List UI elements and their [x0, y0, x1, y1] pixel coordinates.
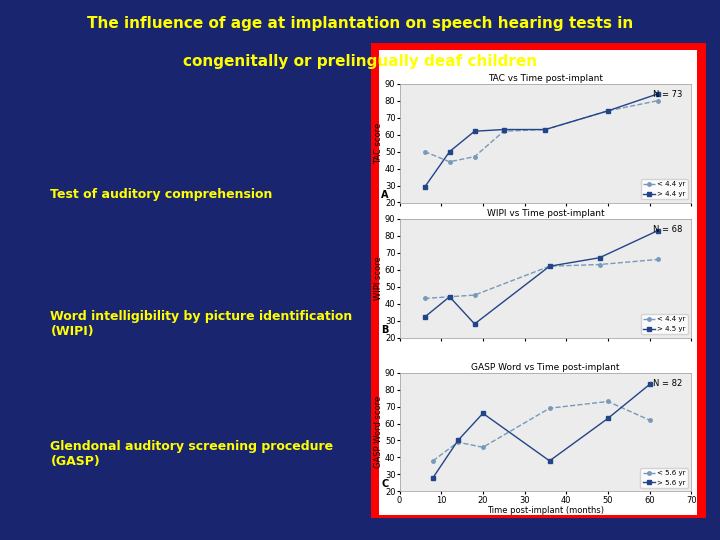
Y-axis label: GASP Word score: GASP Word score	[374, 396, 384, 468]
Legend: < 5.6 yr, > 5.6 yr: < 5.6 yr, > 5.6 yr	[641, 468, 688, 488]
Line: < 4.4 yr: < 4.4 yr	[423, 258, 660, 300]
Text: Word intelligibility by picture identification
(WIPI): Word intelligibility by picture identifi…	[50, 310, 353, 338]
< 4.4 yr	[420, 148, 429, 155]
Text: N = 82: N = 82	[653, 379, 683, 388]
Text: N = 73: N = 73	[653, 90, 683, 99]
Text: B: B	[382, 325, 389, 335]
< 4.4 yr	[595, 261, 604, 268]
> 4.4 yr	[654, 91, 662, 97]
Title: TAC vs Time post-implant: TAC vs Time post-implant	[488, 74, 603, 83]
< 5.6 yr	[454, 439, 462, 446]
> 5.6 yr	[545, 457, 554, 464]
Text: congenitally or prelingually deaf children: congenitally or prelingually deaf childr…	[183, 54, 537, 69]
< 4.4 yr	[500, 128, 508, 134]
< 4.4 yr	[654, 256, 662, 262]
> 5.6 yr	[645, 381, 654, 388]
< 4.4 yr	[541, 126, 550, 133]
Text: Glendonal auditory screening procedure
(GASP): Glendonal auditory screening procedure (…	[50, 440, 333, 468]
> 4.5 yr	[445, 294, 454, 300]
< 5.6 yr	[645, 417, 654, 423]
> 4.5 yr	[545, 263, 554, 269]
Y-axis label: WIPI score: WIPI score	[374, 256, 384, 300]
> 4.5 yr	[654, 227, 662, 234]
Legend: < 4.4 yr, > 4.5 yr: < 4.4 yr, > 4.5 yr	[641, 314, 688, 334]
X-axis label: Time post-implant (months): Time post-implant (months)	[487, 506, 604, 515]
Text: A: A	[382, 190, 389, 200]
< 5.6 yr	[428, 457, 437, 464]
> 4.5 yr	[470, 321, 479, 327]
< 4.4 yr	[654, 97, 662, 104]
< 4.4 yr	[603, 107, 612, 114]
Line: < 4.4 yr: < 4.4 yr	[423, 99, 660, 164]
> 4.4 yr	[445, 148, 454, 155]
Line: > 5.6 yr: > 5.6 yr	[431, 383, 652, 480]
Title: GASP Word vs Time post-implant: GASP Word vs Time post-implant	[471, 363, 620, 372]
Line: < 5.6 yr: < 5.6 yr	[431, 400, 652, 463]
Text: N = 68: N = 68	[653, 225, 683, 234]
< 5.6 yr	[479, 444, 487, 450]
< 4.4 yr	[470, 292, 479, 298]
> 4.4 yr	[500, 126, 508, 133]
Text: The influence of age at implantation on speech hearing tests in: The influence of age at implantation on …	[87, 16, 633, 31]
Y-axis label: TAC score: TAC score	[374, 123, 384, 164]
< 5.6 yr	[603, 398, 612, 404]
Line: > 4.5 yr: > 4.5 yr	[423, 229, 660, 326]
> 4.4 yr	[420, 184, 429, 191]
> 5.6 yr	[428, 475, 437, 481]
> 4.5 yr	[420, 314, 429, 320]
< 4.4 yr	[545, 263, 554, 269]
> 4.4 yr	[541, 126, 550, 133]
> 4.4 yr	[470, 128, 479, 134]
Title: WIPI vs Time post-implant: WIPI vs Time post-implant	[487, 209, 604, 218]
< 4.4 yr	[470, 153, 479, 160]
< 5.6 yr	[545, 405, 554, 411]
< 4.4 yr	[420, 295, 429, 302]
Legend: < 4.4 yr, > 4.4 yr: < 4.4 yr, > 4.4 yr	[641, 179, 688, 199]
Text: C: C	[382, 478, 389, 489]
Line: > 4.4 yr: > 4.4 yr	[423, 92, 660, 189]
< 4.4 yr	[445, 294, 454, 300]
> 4.5 yr	[595, 254, 604, 261]
> 5.6 yr	[479, 410, 487, 416]
< 4.4 yr	[445, 159, 454, 165]
> 5.6 yr	[603, 415, 612, 422]
> 4.4 yr	[603, 107, 612, 114]
> 5.6 yr	[454, 437, 462, 444]
Text: Test of auditory comprehension: Test of auditory comprehension	[50, 188, 273, 201]
